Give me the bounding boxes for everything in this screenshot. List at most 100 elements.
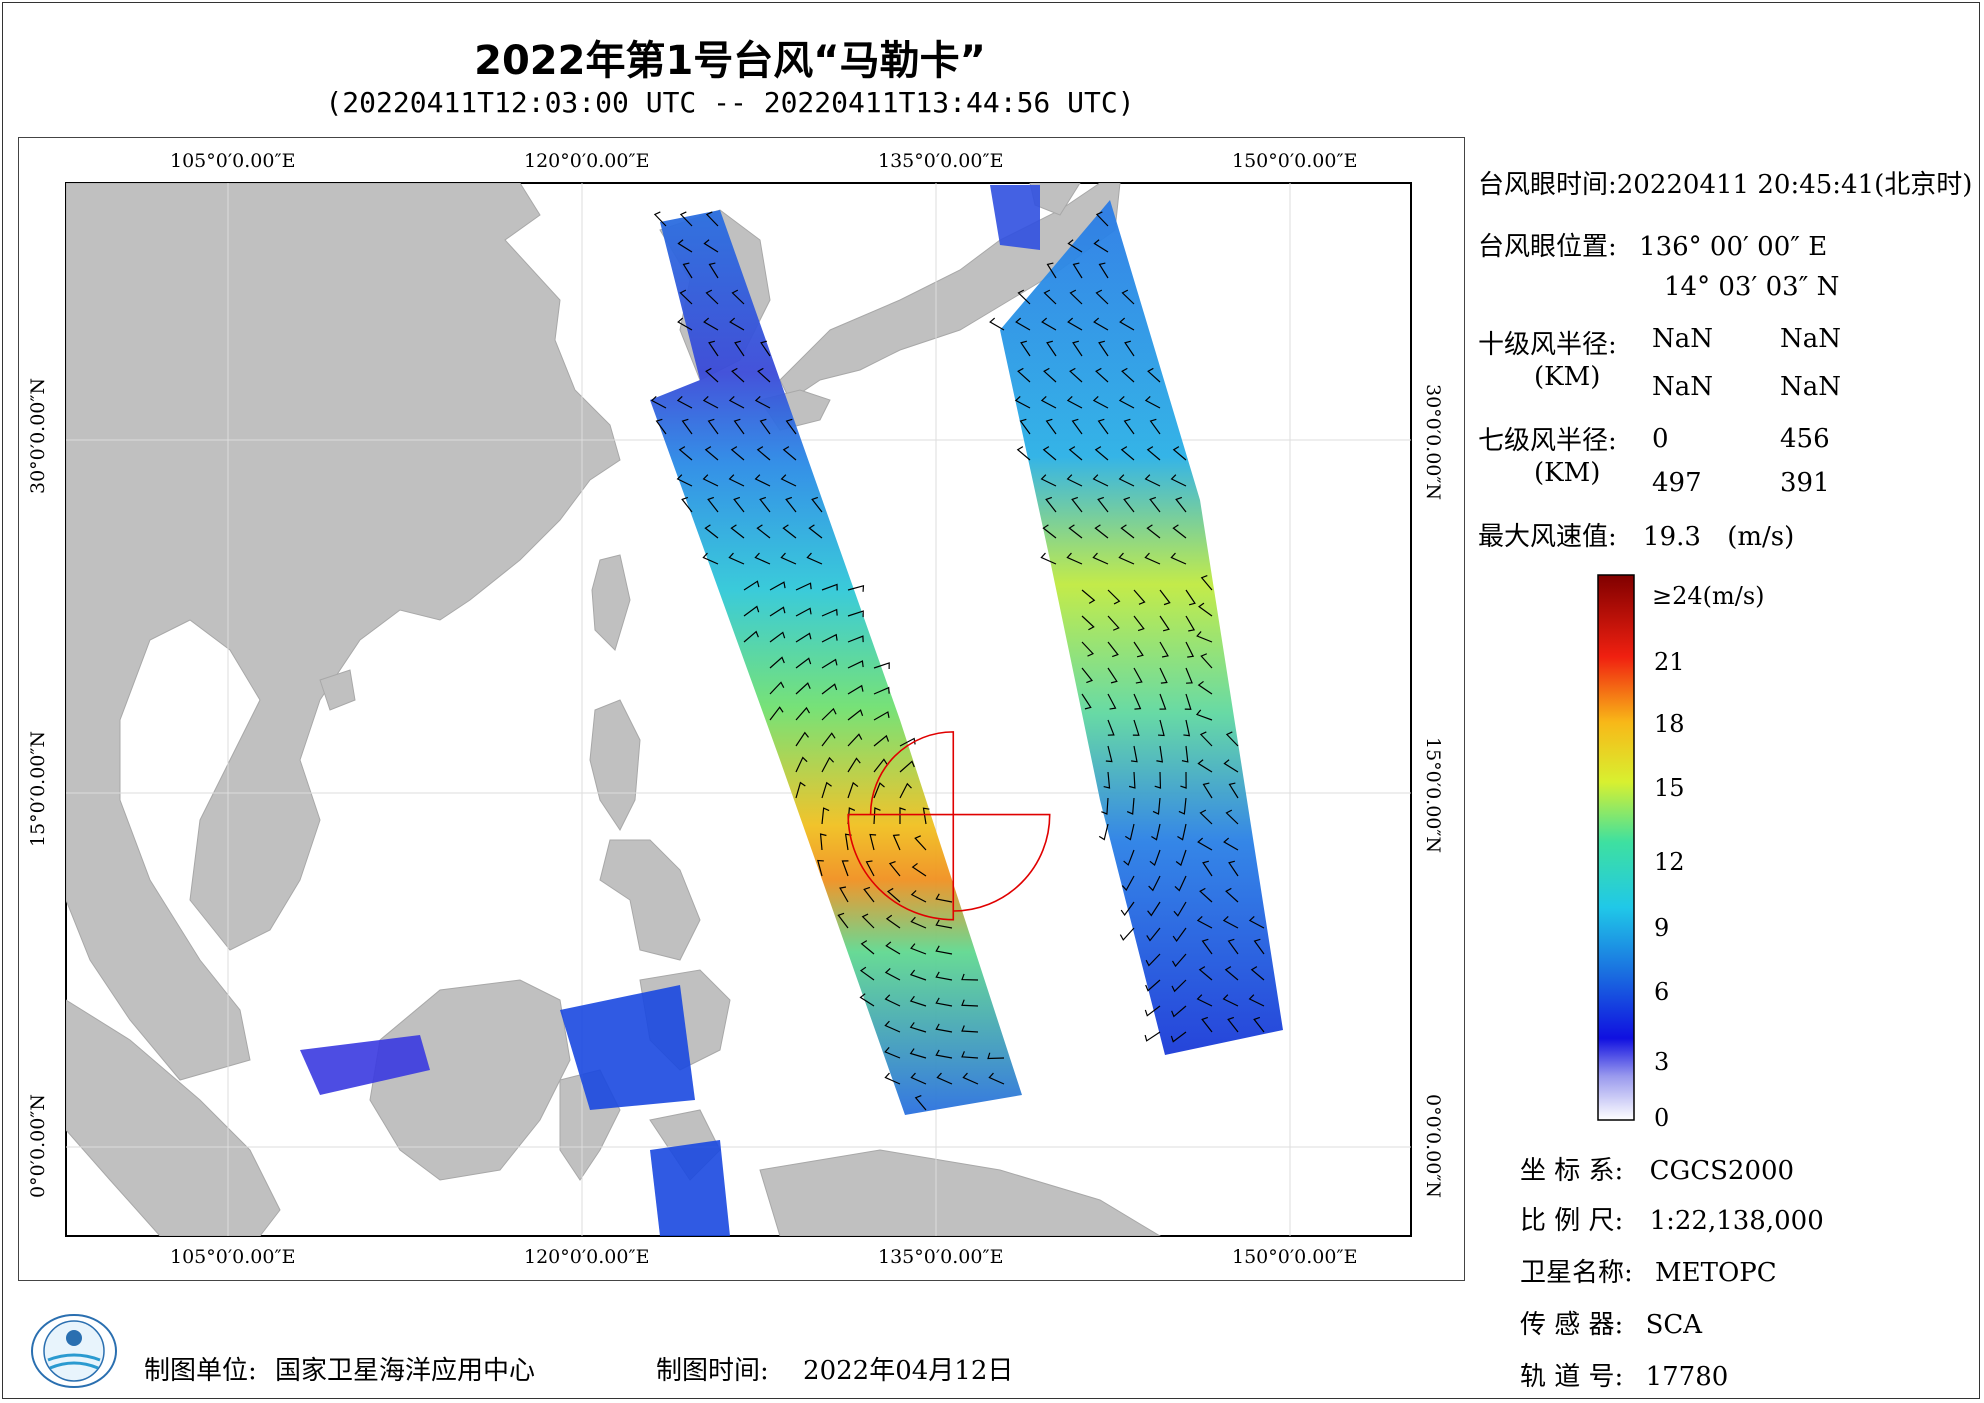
wind-barb bbox=[1071, 496, 1083, 513]
wind-barb bbox=[935, 919, 953, 929]
wind-barb bbox=[1107, 719, 1115, 736]
wind-barb bbox=[1199, 731, 1213, 747]
wind-barb bbox=[1156, 745, 1164, 763]
wind-barb bbox=[1120, 524, 1135, 539]
lat-label-left-1: 30°0′0.00″N bbox=[27, 377, 49, 494]
wind-barb bbox=[708, 262, 719, 279]
wind-barb bbox=[729, 317, 745, 331]
wind-barb bbox=[1199, 809, 1213, 825]
wind-barb bbox=[769, 656, 785, 669]
satellite-label: 卫星名称: bbox=[1520, 1258, 1633, 1288]
sensor-row: 传 感 器: SCA bbox=[1520, 1304, 1702, 1341]
wind-barbs bbox=[650, 211, 1265, 1111]
max-wind-unit: (m/s) bbox=[1727, 522, 1795, 552]
wind-barb bbox=[1248, 915, 1265, 929]
wind-barb bbox=[1105, 745, 1113, 763]
wind-barb bbox=[892, 834, 901, 851]
wind-barb bbox=[1133, 641, 1144, 658]
colorbar-tick-6: 6 bbox=[1654, 978, 1670, 1006]
wind-barb bbox=[1175, 496, 1187, 513]
wind-barb bbox=[795, 706, 811, 721]
wind-barb bbox=[1151, 823, 1161, 841]
wind-barb bbox=[808, 524, 823, 539]
wind-barb bbox=[743, 630, 759, 643]
r10-value-nw: NaN bbox=[1780, 372, 1842, 402]
wind-barb bbox=[873, 662, 890, 669]
wind-barb bbox=[1016, 446, 1031, 461]
wind-barb bbox=[1081, 615, 1095, 631]
wind-barb bbox=[873, 782, 885, 799]
wind-barb bbox=[677, 239, 693, 253]
wind-barb bbox=[1098, 262, 1109, 279]
wind-barb bbox=[1144, 395, 1161, 409]
lon-label-top-3: 135°0′0.00″E bbox=[878, 150, 1004, 172]
lat-label-left-2: 15°0′0.00″N bbox=[27, 730, 49, 847]
wind-barb bbox=[731, 289, 745, 305]
wind-barb bbox=[847, 709, 864, 721]
wind-barb bbox=[961, 1051, 979, 1059]
wind-barb bbox=[1081, 693, 1092, 710]
wind-barb bbox=[795, 607, 812, 617]
wind-barb bbox=[1181, 745, 1189, 763]
wind-barb bbox=[885, 914, 901, 929]
wind-barb bbox=[1222, 915, 1239, 929]
eye-pos-label: 台风眼位置: bbox=[1478, 232, 1617, 262]
wind-barb bbox=[1159, 641, 1169, 658]
wind-barb bbox=[1069, 367, 1083, 383]
wind-barb bbox=[1014, 395, 1031, 409]
wind-barb bbox=[780, 474, 797, 487]
wind-barb bbox=[1149, 849, 1161, 867]
wind-barb bbox=[886, 887, 901, 903]
wind-barb bbox=[847, 733, 863, 747]
wind-barb bbox=[910, 1072, 927, 1085]
r7-value-se: 456 bbox=[1780, 424, 1830, 454]
date-value: 2022年04月12日 bbox=[803, 1356, 1014, 1386]
wind-barb bbox=[1196, 631, 1213, 643]
satellite-value: METOPC bbox=[1655, 1258, 1777, 1288]
nsoas-logo-icon bbox=[31, 1314, 117, 1388]
wind-barb bbox=[1174, 875, 1187, 892]
wind-barb bbox=[961, 1025, 979, 1033]
crs-row: 坐 标 系: CGCS2000 bbox=[1520, 1150, 1794, 1187]
wind-barb bbox=[869, 833, 877, 851]
wind-barb bbox=[707, 418, 719, 435]
r7-value-nw: 391 bbox=[1780, 468, 1830, 498]
footer-org: 制图单位: 国家卫星海洋应用中心 bbox=[144, 1350, 535, 1387]
wind-barb bbox=[1094, 524, 1109, 539]
lat-label-right-1: 30°0′0.00″N bbox=[1422, 384, 1444, 501]
wind-swath-east bbox=[1000, 200, 1283, 1055]
wind-barb bbox=[728, 474, 745, 487]
wind-barb bbox=[759, 418, 771, 435]
sensor-label: 传 感 器: bbox=[1520, 1310, 1624, 1340]
wind-barb bbox=[1118, 552, 1135, 565]
wind-barb bbox=[676, 395, 693, 409]
wind-barb bbox=[821, 658, 838, 669]
wind-barb bbox=[705, 367, 719, 383]
crs-label: 坐 标 系: bbox=[1520, 1156, 1624, 1186]
r7-label: 七级风半径: bbox=[1478, 426, 1617, 456]
wind-barb bbox=[884, 1072, 901, 1085]
wind-barb bbox=[1098, 340, 1109, 357]
wind-barb bbox=[650, 395, 667, 409]
wind-barb bbox=[1019, 418, 1031, 435]
wind-barb bbox=[705, 289, 719, 305]
wind-barb bbox=[1248, 994, 1265, 1007]
wind-barb bbox=[1202, 860, 1213, 877]
wind-barb bbox=[1043, 367, 1057, 383]
wind-barb bbox=[1094, 446, 1109, 461]
wind-barb bbox=[1040, 474, 1057, 487]
wind-barb bbox=[1123, 496, 1135, 513]
wind-barb bbox=[821, 756, 835, 773]
wind-barb bbox=[1152, 797, 1161, 815]
wind-barb bbox=[821, 781, 832, 799]
wind-barb bbox=[728, 552, 745, 565]
wind-barb bbox=[1144, 552, 1161, 565]
wind-barb bbox=[884, 1047, 901, 1059]
scale-value: 1:22,138,000 bbox=[1649, 1206, 1824, 1236]
wind-barb bbox=[922, 807, 930, 825]
wind-barb bbox=[1043, 289, 1057, 305]
wind-barb bbox=[1201, 938, 1213, 955]
wind-barb bbox=[769, 681, 785, 695]
wind-barb bbox=[821, 608, 838, 617]
